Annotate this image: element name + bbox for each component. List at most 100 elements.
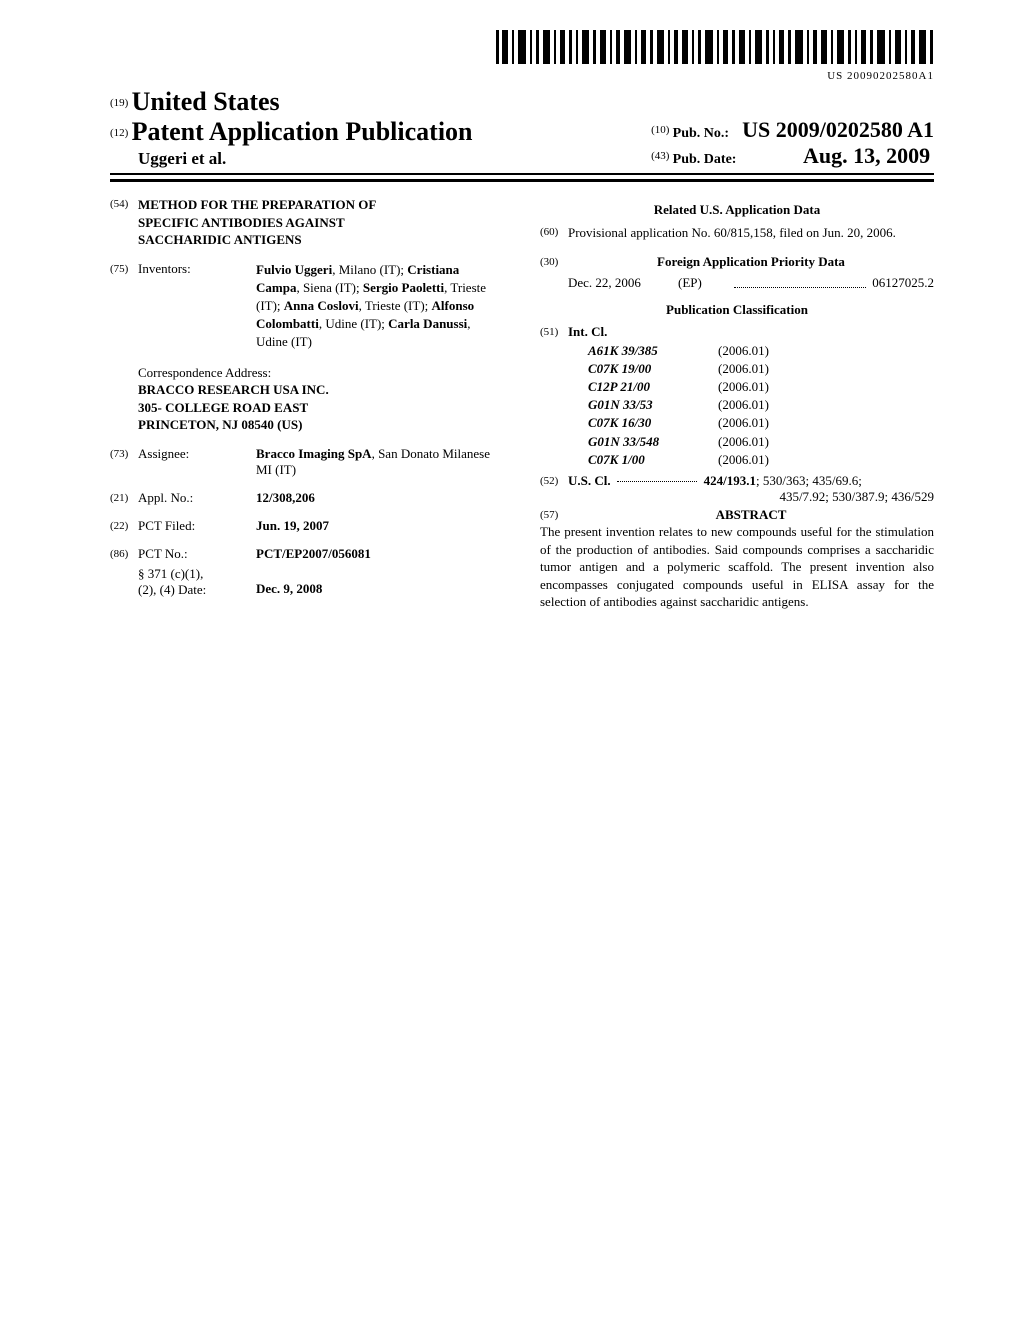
ipc-year: (2006.01) xyxy=(718,342,769,360)
code-75: (75) xyxy=(110,261,138,352)
ipc-year: (2006.01) xyxy=(718,414,769,432)
header-row: (19) United States (12) Patent Applicati… xyxy=(110,87,934,175)
title-line-2: SPECIFIC ANTIBODIES AGAINST xyxy=(138,214,376,232)
right-column: Related U.S. Application Data (60) Provi… xyxy=(540,196,934,611)
ipc-row: A61K 39/385(2006.01) xyxy=(588,342,934,360)
abstract-heading-row: (57) ABSTRACT xyxy=(540,507,934,523)
code-73: (73) xyxy=(110,446,138,478)
header-right: (10) Pub. No.: US 2009/0202580 A1 (43) P… xyxy=(651,117,934,169)
uscl-primary: 424/193.1 xyxy=(704,473,756,488)
uscl-rest-2: 435/7.92; 530/387.9; 436/529 xyxy=(568,489,934,505)
leader-dots xyxy=(734,274,866,288)
pub-classification-heading: Publication Classification xyxy=(540,302,934,318)
s371-line-2: (2), (4) Date: xyxy=(138,582,256,598)
correspondence-address: Correspondence Address: BRACCO RESEARCH … xyxy=(138,364,504,434)
related-data-row: (60) Provisional application No. 60/815,… xyxy=(540,224,934,242)
code-60: (60) xyxy=(540,224,568,242)
foreign-heading-row: (30) Foreign Application Priority Data xyxy=(540,254,934,270)
foreign-date: Dec. 22, 2006 xyxy=(568,274,678,292)
ipc-row: C07K 16/30(2006.01) xyxy=(588,414,934,432)
assignee-value: Bracco Imaging SpA, San Donato Milanese … xyxy=(256,446,504,478)
barcode-text: US 20090202580A1 xyxy=(110,70,934,82)
code-12: (12) xyxy=(110,127,128,139)
barcode-icon xyxy=(494,30,934,64)
assignee-row: (73) Assignee: Bracco Imaging SpA, San D… xyxy=(110,446,504,478)
ipc-row: C07K 1/00(2006.01) xyxy=(588,451,934,469)
appl-no-row: (21) Appl. No.: 12/308,206 xyxy=(110,490,504,506)
code-19: (19) xyxy=(110,97,128,109)
authors-line: Uggeri et al. xyxy=(138,149,473,169)
code-57: (57) xyxy=(540,507,568,523)
corr-line-1: BRACCO RESEARCH USA INC. xyxy=(138,381,504,399)
s371-line-1: § 371 (c)(1), xyxy=(138,566,256,582)
appl-no-label: Appl. No.: xyxy=(138,490,256,506)
abstract-body: The present invention relates to new com… xyxy=(540,523,934,611)
title-block: (54) METHOD FOR THE PREPARATION OF SPECI… xyxy=(110,196,504,249)
ipc-row: C07K 19/00(2006.01) xyxy=(588,360,934,378)
code-22: (22) xyxy=(110,518,138,534)
ipc-code: G01N 33/53 xyxy=(588,396,718,414)
barcode-block: US 20090202580A1 xyxy=(110,30,934,82)
ipc-year: (2006.01) xyxy=(718,433,769,451)
divider xyxy=(110,179,934,182)
ipc-code: G01N 33/548 xyxy=(588,433,718,451)
inventors-list: Fulvio Uggeri, Milano (IT); Cristiana Ca… xyxy=(256,261,504,352)
assignee-bold: Bracco Imaging SpA xyxy=(256,446,372,461)
uscl-row: (52) U.S. Cl. 424/193.1; 530/363; 435/69… xyxy=(540,473,934,505)
patent-cover-page: US 20090202580A1 (19) United States (12)… xyxy=(0,0,1024,651)
pct-filed-value: Jun. 19, 2007 xyxy=(256,518,504,534)
s371-row: § 371 (c)(1), (2), (4) Date: Dec. 9, 200… xyxy=(110,566,504,598)
code-54: (54) xyxy=(110,196,138,249)
ipc-list: A61K 39/385(2006.01)C07K 19/00(2006.01)C… xyxy=(588,342,934,469)
leader-dots xyxy=(617,481,697,482)
foreign-country: (EP) xyxy=(678,274,728,292)
ipc-year: (2006.01) xyxy=(718,396,769,414)
body-columns: (54) METHOD FOR THE PREPARATION OF SPECI… xyxy=(110,196,934,611)
uscl-label: U.S. Cl. xyxy=(568,473,611,488)
ipc-code: C07K 16/30 xyxy=(588,414,718,432)
foreign-data-row: Dec. 22, 2006 (EP) 06127025.2 xyxy=(568,274,934,292)
code-86: (86) xyxy=(110,546,138,562)
pct-no-value: PCT/EP2007/056081 xyxy=(256,546,504,562)
pct-filed-label: PCT Filed: xyxy=(138,518,256,534)
pub-no-value: US 2009/0202580 A1 xyxy=(742,117,934,142)
code-30: (30) xyxy=(540,254,568,270)
ipc-code: C12P 21/00 xyxy=(588,378,718,396)
ipc-row: C12P 21/00(2006.01) xyxy=(588,378,934,396)
pct-filed-row: (22) PCT Filed: Jun. 19, 2007 xyxy=(110,518,504,534)
inventors-row: (75) Inventors: Fulvio Uggeri, Milano (I… xyxy=(110,261,504,352)
appl-no-value: 12/308,206 xyxy=(256,490,504,506)
pub-no-label: Pub. No.: xyxy=(673,126,729,141)
assignee-label: Assignee: xyxy=(138,446,256,478)
code-51: (51) xyxy=(540,324,568,340)
intcl-label: Int. Cl. xyxy=(568,324,607,340)
related-data-heading: Related U.S. Application Data xyxy=(540,202,934,218)
code-52: (52) xyxy=(540,473,568,505)
left-column: (54) METHOD FOR THE PREPARATION OF SPECI… xyxy=(110,196,504,611)
code-43: (43) xyxy=(651,150,669,162)
s371-value: Dec. 9, 2008 xyxy=(256,566,504,598)
corr-line-3: PRINCETON, NJ 08540 (US) xyxy=(138,416,504,434)
ipc-code: C07K 1/00 xyxy=(588,451,718,469)
ipc-year: (2006.01) xyxy=(718,360,769,378)
pct-no-label: PCT No.: xyxy=(138,546,256,562)
intcl-row: (51) Int. Cl. xyxy=(540,324,934,340)
country: United States xyxy=(132,87,280,116)
abstract-heading: ABSTRACT xyxy=(568,507,934,523)
title-line-1: METHOD FOR THE PREPARATION OF xyxy=(138,196,376,214)
pub-date-value: Aug. 13, 2009 xyxy=(803,143,930,168)
uscl-rest-1: ; 530/363; 435/69.6; xyxy=(756,473,862,488)
ipc-year: (2006.01) xyxy=(718,378,769,396)
code-21: (21) xyxy=(110,490,138,506)
inventors-label: Inventors: xyxy=(138,261,256,352)
foreign-heading: Foreign Application Priority Data xyxy=(568,254,934,270)
publication-type: Patent Application Publication xyxy=(132,117,473,146)
ipc-code: C07K 19/00 xyxy=(588,360,718,378)
ipc-year: (2006.01) xyxy=(718,451,769,469)
s371-label: § 371 (c)(1), (2), (4) Date: xyxy=(138,566,256,598)
code-10: (10) xyxy=(651,124,669,136)
corr-label: Correspondence Address: xyxy=(138,364,504,382)
foreign-app-number: 06127025.2 xyxy=(872,274,934,292)
header-left: (19) United States (12) Patent Applicati… xyxy=(110,87,473,169)
ipc-row: G01N 33/53(2006.01) xyxy=(588,396,934,414)
